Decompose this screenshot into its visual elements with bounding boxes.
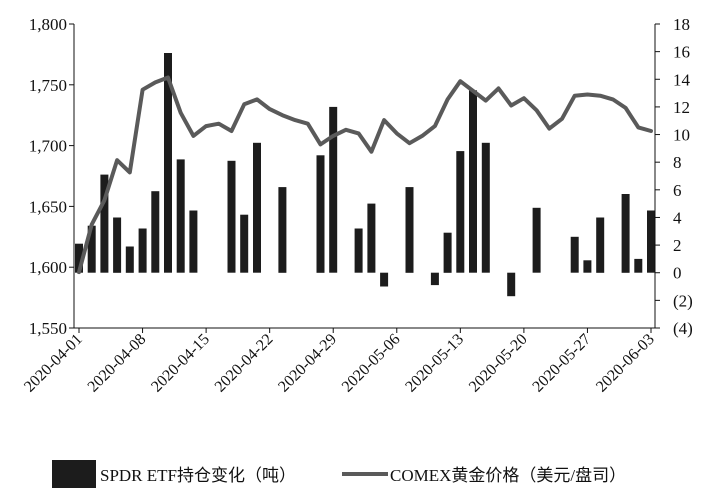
bar-2020-04-21 — [240, 214, 249, 273]
right-tick-label: 14 — [673, 70, 691, 89]
right-tick-label: 6 — [673, 181, 682, 200]
bar-2020-05-12 — [430, 272, 439, 286]
right-tick-label: 2 — [673, 236, 682, 255]
bar-2020-05-15 — [469, 90, 477, 273]
bar-2020-04-22 — [253, 142, 261, 273]
bar-2020-06-04 — [634, 258, 643, 273]
bar-2020-04-29 — [316, 155, 325, 273]
bar-2020-06-03 — [621, 194, 630, 273]
legend-bar-label: SPDR ETF持仓变化（吨） — [100, 466, 296, 485]
x-tick-label: 2020-04-22 — [212, 331, 277, 396]
right-tick-label: (2) — [673, 291, 693, 310]
bar-2020-04-14 — [176, 159, 185, 273]
bar-2020-04-07 — [125, 246, 134, 273]
left-tick-label: 1,600 — [29, 258, 67, 277]
legend-line-label: COMEX黄金价格（美元/盘司） — [390, 466, 626, 485]
bar-2020-04-20 — [227, 160, 236, 273]
bar-2020-04-03 — [100, 174, 109, 273]
bar-2020-05-18 — [481, 142, 490, 273]
left-tick-label: 1,800 — [29, 15, 67, 34]
left-tick-label: 1,550 — [29, 319, 67, 338]
right-tick-label: 8 — [673, 153, 682, 172]
right-tick-label: 0 — [673, 264, 682, 283]
bar-2020-06-01 — [596, 217, 605, 273]
left-tick-label: 1,650 — [29, 197, 67, 216]
bar-2020-04-09 — [151, 191, 160, 273]
legend: SPDR ETF持仓变化（吨） COMEX黄金价格（美元/盘司） — [52, 460, 626, 488]
bar-2020-04-06 — [113, 217, 122, 273]
x-tick-label: 2020-05-27 — [529, 331, 594, 396]
bar-2020-06-05 — [647, 210, 655, 273]
bar-2020-05-22 — [532, 207, 541, 273]
bar-2020-05-13 — [443, 232, 452, 273]
bar-2020-04-24 — [278, 187, 287, 273]
bar-2020-05-29 — [583, 260, 592, 273]
left-axis-ticks: 1,550 1,600 1,650 1,700 1,750 1,800 — [29, 15, 74, 338]
x-axis-ticks: 2020-04-012020-04-082020-04-152020-04-22… — [21, 328, 658, 396]
x-tick-label: 2020-05-13 — [402, 331, 467, 396]
bar-2020-04-08 — [138, 228, 147, 273]
left-tick-label: 1,750 — [29, 76, 67, 95]
bar-2020-04-13 — [164, 53, 172, 273]
bar-2020-05-04 — [354, 228, 363, 273]
x-tick-label: 2020-04-29 — [275, 331, 340, 396]
bar-2020-05-05 — [367, 203, 376, 273]
right-axis-ticks: (4) (2) 0 2 4 6 8 10 12 14 16 18 — [655, 15, 693, 338]
x-tick-label: 2020-05-20 — [466, 331, 531, 396]
right-tick-label: (4) — [673, 319, 693, 338]
right-tick-label: 12 — [673, 98, 690, 117]
bar-2020-05-20 — [507, 272, 516, 297]
price-line — [77, 75, 653, 275]
axes — [73, 24, 656, 329]
x-tick-label: 2020-04-08 — [85, 331, 150, 396]
bar-series — [75, 53, 655, 297]
bar-2020-05-06 — [380, 272, 389, 287]
bar-2020-04-15 — [189, 210, 198, 273]
x-tick-label: 2020-06-03 — [593, 331, 658, 396]
bar-2020-05-14 — [456, 151, 465, 273]
legend-bar-swatch — [52, 460, 96, 488]
x-tick-label: 2020-05-06 — [339, 331, 404, 396]
right-tick-label: 4 — [673, 208, 682, 227]
left-tick-label: 1,700 — [29, 137, 67, 156]
bar-2020-04-30 — [329, 106, 338, 273]
right-tick-label: 16 — [673, 43, 690, 62]
bar-2020-04-02 — [87, 225, 96, 273]
x-tick-label: 2020-04-01 — [21, 331, 86, 396]
bar-2020-04-01 — [75, 243, 83, 273]
right-tick-label: 10 — [673, 126, 690, 145]
right-tick-label: 18 — [673, 15, 690, 34]
bar-2020-05-08 — [405, 187, 414, 273]
bar-2020-05-28 — [570, 236, 579, 273]
x-tick-label: 2020-04-15 — [148, 331, 213, 396]
